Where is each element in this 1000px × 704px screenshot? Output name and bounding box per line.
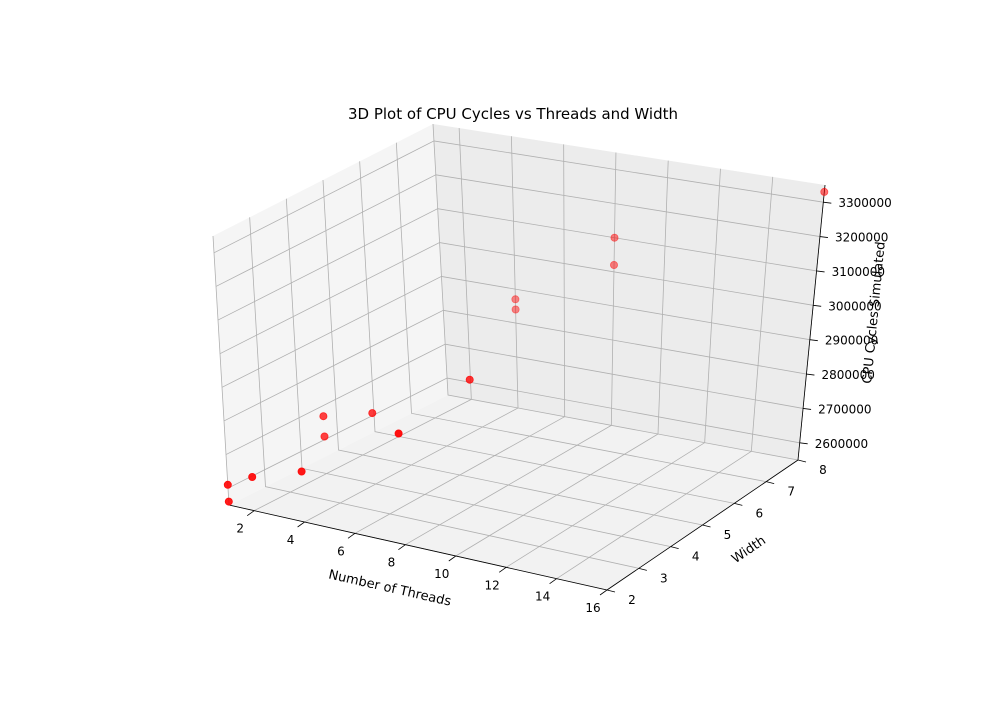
y-gridline bbox=[249, 217, 639, 569]
y-tick-label: 5 bbox=[724, 528, 732, 542]
x-tick-mark bbox=[246, 510, 255, 516]
z-gridline bbox=[223, 309, 807, 422]
z-tick-mark bbox=[809, 339, 818, 342]
z-gridline bbox=[215, 174, 821, 287]
z-gridline bbox=[227, 377, 800, 489]
data-point bbox=[511, 295, 520, 304]
y-tick-mark bbox=[638, 567, 647, 571]
z-tick-mark bbox=[813, 304, 822, 307]
z-tick-label: 2600000 bbox=[815, 437, 868, 451]
pane-floor bbox=[229, 395, 798, 590]
x-tick-label: 10 bbox=[434, 567, 449, 581]
z-gridline bbox=[219, 242, 814, 355]
z-tick-label: 2900000 bbox=[825, 334, 878, 348]
data-point bbox=[394, 429, 403, 438]
y-tick-label: 4 bbox=[692, 550, 700, 564]
z-tick-label: 2800000 bbox=[821, 368, 874, 382]
z-tick-mark bbox=[799, 442, 808, 445]
z-tick-mark bbox=[823, 201, 832, 204]
z-gridline bbox=[225, 343, 804, 455]
y-tick-mark bbox=[606, 589, 616, 593]
data-point bbox=[610, 260, 619, 269]
x-tick-mark bbox=[347, 533, 356, 539]
tick-layer: 2 4 6 8 10 12 14 16 2 3 4 5 6 7 8 2600000 2700000 2800000… bbox=[236, 196, 891, 615]
x-tick-mark bbox=[448, 555, 457, 562]
y-gridline bbox=[432, 123, 799, 461]
x-tick-label: 6 bbox=[337, 544, 345, 558]
z-tick-label: 3000000 bbox=[828, 299, 881, 313]
y-tick-label: 7 bbox=[787, 485, 795, 499]
z-tick-label: 3100000 bbox=[832, 265, 885, 279]
x-tick-label: 2 bbox=[236, 522, 244, 536]
x-tick-label: 8 bbox=[388, 556, 396, 570]
z-tick-label: 3200000 bbox=[835, 231, 888, 245]
data-point bbox=[610, 233, 619, 242]
x-tick-mark bbox=[398, 544, 406, 550]
data-point bbox=[320, 432, 329, 441]
y-gridline bbox=[322, 179, 703, 526]
x-tick-mark bbox=[498, 567, 507, 573]
y-gridline bbox=[359, 161, 735, 504]
y-tick-label: 8 bbox=[819, 463, 827, 477]
point-layer bbox=[223, 187, 829, 506]
z-tick-mark bbox=[819, 236, 828, 238]
data-point bbox=[319, 412, 328, 421]
z-tick-label: 2700000 bbox=[818, 402, 871, 416]
z-axis-line bbox=[797, 184, 826, 461]
x-tick-label: 14 bbox=[535, 590, 550, 604]
z-tick-mark bbox=[806, 373, 815, 376]
data-point bbox=[224, 497, 233, 506]
y-tick-mark bbox=[734, 502, 743, 506]
pane-back bbox=[433, 124, 825, 460]
y-tick-mark bbox=[702, 524, 711, 528]
y-tick-label: 6 bbox=[756, 506, 764, 520]
y-tick-label: 3 bbox=[660, 571, 668, 585]
y-tick-mark bbox=[670, 546, 679, 550]
z-gridline bbox=[213, 140, 824, 254]
data-point bbox=[248, 472, 257, 481]
data-point bbox=[368, 409, 377, 418]
y-tick-mark bbox=[797, 459, 807, 463]
z-gridline bbox=[221, 276, 810, 388]
x-tick-label: 16 bbox=[585, 601, 600, 615]
y-tick-mark bbox=[766, 481, 775, 485]
data-point bbox=[465, 375, 474, 384]
data-point bbox=[223, 480, 232, 489]
chart-title: 3D Plot of CPU Cycles vs Threads and Wid… bbox=[348, 105, 678, 123]
y-gridline bbox=[395, 142, 767, 483]
x-tick-mark bbox=[599, 589, 608, 596]
data-point bbox=[511, 305, 520, 314]
x-tick-label: 12 bbox=[485, 578, 500, 592]
z-tick-mark bbox=[803, 408, 812, 410]
x-tick-mark bbox=[297, 521, 305, 528]
x-axis-line bbox=[228, 504, 608, 591]
x-tick-mark bbox=[549, 578, 557, 584]
z-gridline bbox=[217, 208, 817, 321]
z-tick-label: 3300000 bbox=[838, 196, 891, 210]
y-tick-label: 2 bbox=[628, 593, 636, 607]
x-tick-label: 4 bbox=[287, 533, 295, 547]
data-point bbox=[820, 187, 829, 196]
data-point bbox=[297, 467, 306, 476]
y-axis-label: Width bbox=[729, 533, 769, 567]
z-tick-mark bbox=[816, 270, 825, 273]
